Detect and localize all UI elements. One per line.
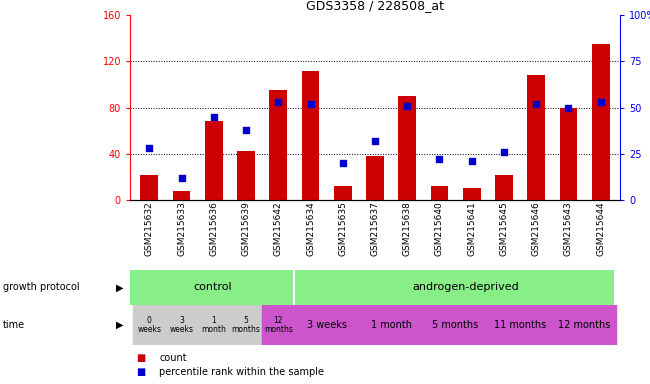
- Text: 11 months: 11 months: [494, 320, 546, 330]
- Point: [434, 156, 445, 162]
- Text: 12
months: 12 months: [264, 316, 292, 334]
- Text: ▶: ▶: [116, 320, 124, 330]
- Bar: [302, 71, 319, 200]
- Bar: [560, 108, 577, 200]
- Text: ■: ■: [136, 367, 146, 377]
- Bar: [205, 121, 223, 200]
- Text: 5 months: 5 months: [432, 320, 478, 330]
- Point: [273, 99, 283, 105]
- Point: [209, 114, 219, 120]
- Point: [144, 145, 155, 151]
- Bar: [398, 96, 416, 200]
- Bar: [366, 156, 384, 200]
- Bar: [294, 305, 359, 345]
- Point: [467, 158, 477, 164]
- Point: [531, 101, 541, 107]
- Bar: [527, 75, 545, 200]
- Text: ▶: ▶: [116, 283, 124, 293]
- Bar: [552, 305, 617, 345]
- Bar: [198, 305, 230, 345]
- Point: [595, 99, 606, 105]
- Text: 5
months: 5 months: [231, 316, 261, 334]
- Bar: [166, 305, 198, 345]
- Text: 12 months: 12 months: [558, 320, 611, 330]
- Bar: [173, 191, 190, 200]
- Point: [499, 149, 509, 155]
- Bar: [237, 151, 255, 200]
- Point: [306, 101, 316, 107]
- Text: 3
weeks: 3 weeks: [170, 316, 194, 334]
- Bar: [359, 305, 423, 345]
- Text: 1 month: 1 month: [370, 320, 411, 330]
- Text: 0
weeks: 0 weeks: [137, 316, 161, 334]
- Bar: [140, 175, 158, 200]
- Point: [176, 175, 187, 181]
- Point: [402, 103, 413, 109]
- Text: 1
month: 1 month: [202, 316, 226, 334]
- Bar: [463, 189, 480, 200]
- Bar: [488, 305, 552, 345]
- Text: androgen-deprived: androgen-deprived: [412, 283, 519, 293]
- Point: [337, 160, 348, 166]
- Bar: [269, 90, 287, 200]
- Point: [370, 138, 380, 144]
- Bar: [423, 305, 488, 345]
- Bar: [495, 175, 513, 200]
- Text: time: time: [3, 320, 25, 330]
- Text: growth protocol: growth protocol: [3, 283, 80, 293]
- Text: ■: ■: [136, 353, 146, 363]
- Text: control: control: [193, 283, 231, 293]
- Text: percentile rank within the sample: percentile rank within the sample: [159, 367, 324, 377]
- Bar: [592, 44, 610, 200]
- Bar: [430, 186, 448, 200]
- Text: count: count: [159, 353, 187, 363]
- Bar: [230, 305, 262, 345]
- Point: [563, 104, 573, 111]
- Bar: [334, 186, 352, 200]
- Bar: [133, 305, 166, 345]
- Title: GDS3358 / 228508_at: GDS3358 / 228508_at: [306, 0, 444, 12]
- Point: [241, 127, 252, 133]
- Text: 3 weeks: 3 weeks: [307, 320, 346, 330]
- Bar: [262, 305, 294, 345]
